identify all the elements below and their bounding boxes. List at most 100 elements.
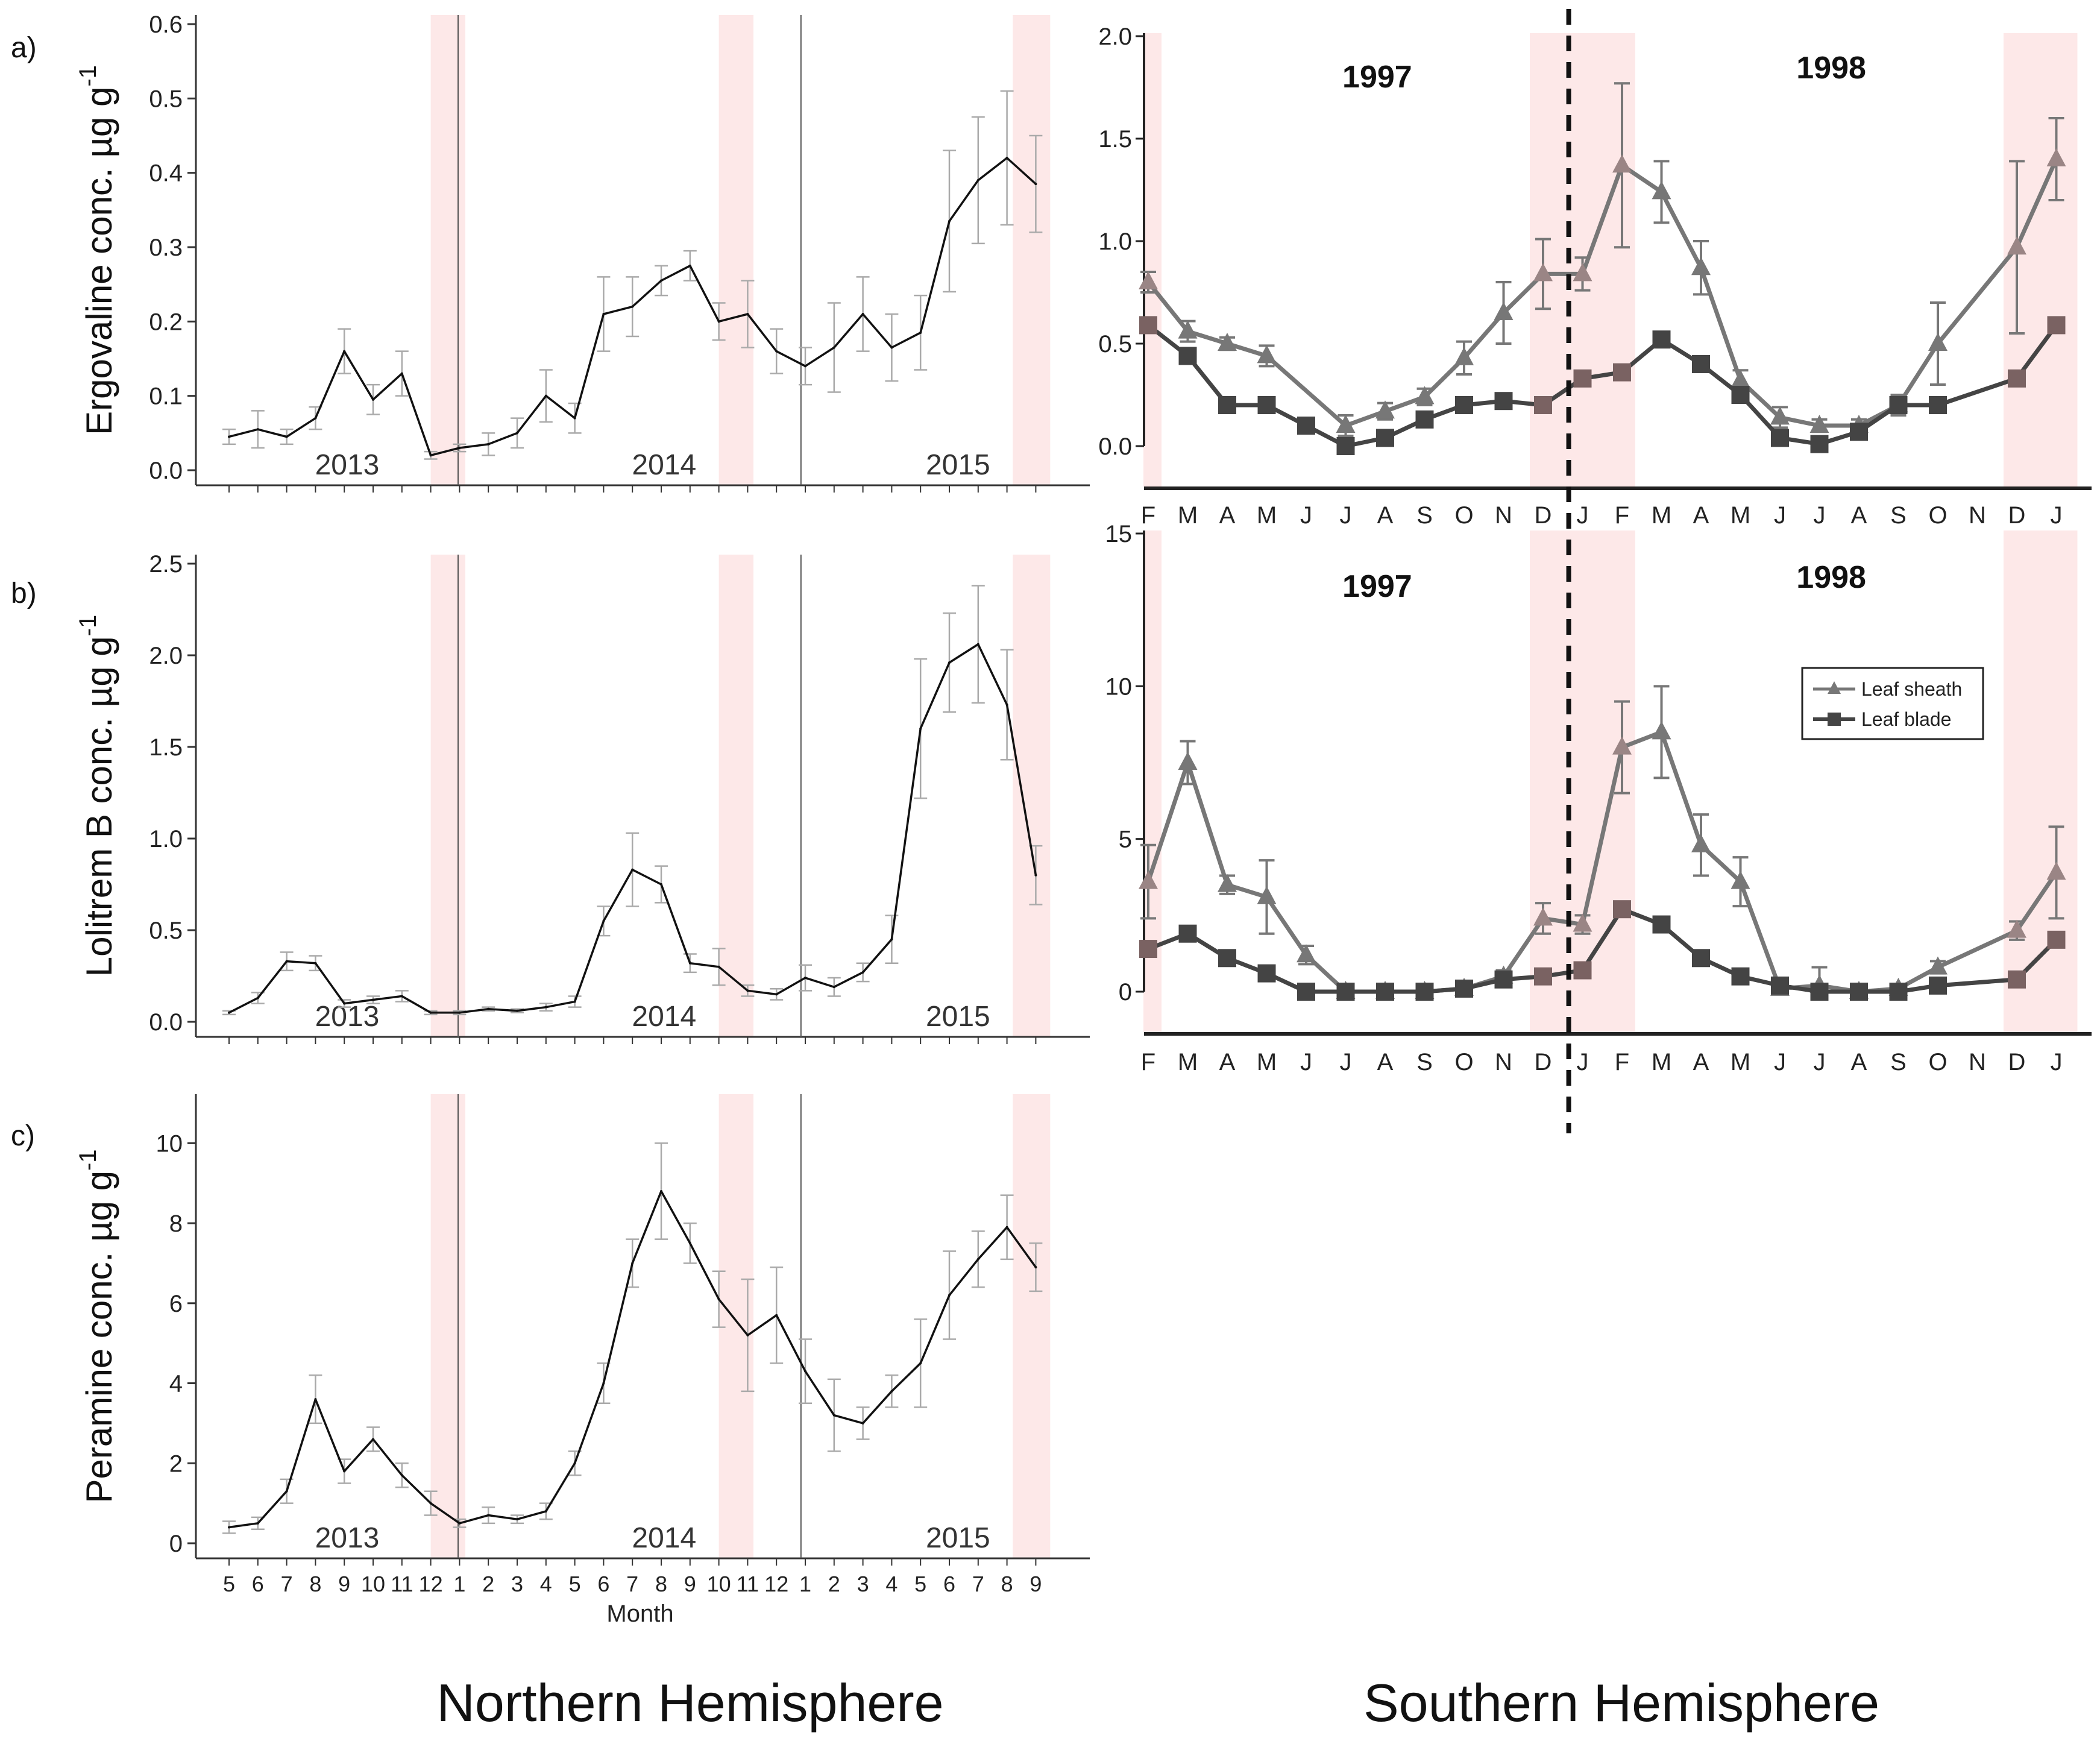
data-point	[919, 1362, 922, 1365]
data-point	[429, 1011, 432, 1014]
marker-leaf-blade	[1376, 983, 1394, 1001]
data-point	[861, 313, 864, 315]
data-point	[516, 1518, 518, 1521]
x-tick-label: J	[1774, 1049, 1786, 1075]
data-point	[400, 995, 403, 998]
data-point	[429, 454, 432, 457]
summer-band-2	[2004, 530, 2078, 1034]
x-axis-label-month: Month	[606, 1601, 673, 1627]
data-point	[660, 279, 662, 282]
marker-leaf-sheath	[1928, 333, 1948, 351]
marker-leaf-sheath	[1257, 345, 1277, 364]
data-point	[804, 977, 806, 980]
x-tick-label: 1	[799, 1572, 811, 1596]
data-point	[372, 398, 374, 401]
marker-leaf-blade	[1376, 429, 1394, 447]
marker-leaf-sheath	[1731, 870, 1750, 889]
marker-leaf-blade	[1692, 355, 1710, 373]
marker-leaf-blade	[1494, 392, 1513, 411]
data-point	[804, 1370, 806, 1373]
marker-leaf-blade	[1889, 396, 1908, 414]
marker-leaf-blade	[1810, 435, 1829, 453]
marker-leaf-blade	[1494, 970, 1513, 989]
y-axis-label: Lolitrem B conc. µg g-1	[75, 615, 119, 977]
summer-band-0	[430, 1094, 465, 1558]
marker-leaf-sheath	[1257, 886, 1277, 904]
x-tick-label: F	[1615, 502, 1629, 529]
x-tick-label: A	[1851, 502, 1867, 529]
x-tick-label: J	[1577, 1049, 1589, 1075]
x-tick-label: A	[1693, 502, 1709, 529]
summer-band-2	[1013, 555, 1051, 1037]
y-tick-label: 0.3	[149, 235, 183, 261]
data-point	[429, 1502, 432, 1505]
marker-leaf-blade	[1652, 330, 1671, 349]
x-tick-label: 5	[914, 1572, 926, 1596]
x-tick-label: J	[1577, 502, 1589, 529]
marker-leaf-blade	[1692, 949, 1710, 968]
data-point	[861, 971, 864, 974]
x-tick-label: 7	[972, 1572, 984, 1596]
data-point	[314, 417, 317, 420]
data-point	[948, 1294, 951, 1297]
data-point	[228, 435, 230, 438]
y-axis-label-superscript: -1	[75, 1149, 101, 1171]
x-tick-label: J	[1340, 1049, 1352, 1075]
marker-leaf-blade	[1218, 949, 1236, 968]
x-tick-label: 5	[223, 1572, 235, 1596]
year-label-1997: 1997	[1342, 60, 1412, 95]
x-tick-label: S	[1416, 1049, 1433, 1075]
data-point	[1034, 183, 1037, 186]
x-tick-label: A	[1219, 1049, 1236, 1075]
y-tick-label: 10	[156, 1130, 183, 1157]
x-tick-label: 10	[707, 1572, 731, 1596]
data-point	[775, 350, 778, 353]
data-point	[746, 1333, 749, 1336]
marker-leaf-blade	[1297, 417, 1315, 435]
year-label-2015: 2015	[926, 1522, 990, 1554]
marker-leaf-sheath	[1533, 263, 1553, 282]
marker-leaf-blade	[1731, 386, 1750, 404]
data-point	[573, 417, 576, 420]
marker-leaf-sheath	[2007, 919, 2026, 938]
y-axis-label: Peramine conc. µg g-1	[75, 1149, 119, 1503]
marker-leaf-sheath	[1533, 907, 1553, 926]
marker-leaf-blade	[1178, 924, 1197, 943]
data-point	[1034, 1266, 1037, 1269]
x-tick-label: N	[1969, 502, 1986, 529]
data-point	[573, 1462, 576, 1465]
data-point	[631, 305, 634, 308]
marker-leaf-sheath	[1454, 347, 1474, 365]
data-point	[487, 1514, 490, 1517]
marker-leaf-blade	[1178, 347, 1197, 365]
data-point	[631, 868, 634, 871]
y-tick-label: 1.0	[149, 826, 183, 852]
data-point	[746, 989, 749, 992]
marker-leaf-blade	[1139, 316, 1157, 335]
marker-leaf-sheath	[2046, 861, 2066, 880]
data-point	[832, 1414, 835, 1417]
panel-sh-ergovaline: 0.00.51.01.52.0F M A M J J A S O N D J F M A M J J A S O N D J1…	[1098, 24, 2092, 529]
data-point	[717, 1298, 720, 1301]
y-tick-label: 0.5	[149, 918, 183, 944]
y-tick-label: 2	[169, 1450, 183, 1477]
data-point	[832, 346, 835, 349]
data-point	[516, 432, 518, 435]
year-label-1998: 1998	[1796, 560, 1866, 595]
data-point	[602, 1382, 605, 1385]
hemisphere-label-southern: Southern Hemisphere	[1363, 1673, 1879, 1733]
y-tick-label: 0.0	[149, 458, 183, 484]
data-point	[1005, 704, 1008, 707]
marker-leaf-sheath	[1415, 386, 1435, 405]
marker-leaf-sheath	[2007, 236, 2026, 255]
legend-marker-leaf-blade	[1828, 713, 1841, 726]
data-point	[1034, 874, 1037, 877]
x-tick-label: 5	[569, 1572, 581, 1596]
x-tick-label: D	[2008, 1049, 2026, 1075]
marker-leaf-blade	[1613, 363, 1631, 382]
y-axis-label-superscript: -1	[75, 615, 101, 637]
x-tick-label: 11	[737, 1572, 759, 1596]
x-tick-label: 6	[252, 1572, 264, 1596]
x-tick-label: S	[1416, 502, 1433, 529]
x-tick-label: M	[1257, 502, 1277, 529]
